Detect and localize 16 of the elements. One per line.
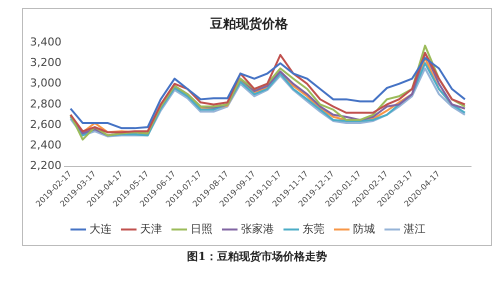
legend-label: 天津: [140, 222, 162, 236]
chart-title: 豆粕现货价格: [209, 16, 289, 32]
legend-label: 大连: [89, 222, 112, 236]
legend-label: 东莞: [302, 222, 324, 236]
y-tick-label: 3,200: [30, 56, 62, 70]
y-tick-label: 2,600: [30, 118, 62, 131]
legend-label: 日照: [190, 222, 212, 236]
legend-label: 防城: [352, 222, 375, 236]
y-tick-label: 2,800: [30, 97, 62, 110]
y-tick-label: 2,200: [30, 159, 62, 172]
y-tick-label: 3,000: [30, 76, 62, 90]
caption: 图1：豆粕现货市场价格走势: [186, 249, 328, 264]
legend-label: 湛江: [403, 222, 426, 236]
legend-label: 张家港: [240, 222, 274, 236]
y-tick-label: 3,400: [30, 35, 62, 48]
y-tick-label: 2,400: [30, 138, 62, 152]
